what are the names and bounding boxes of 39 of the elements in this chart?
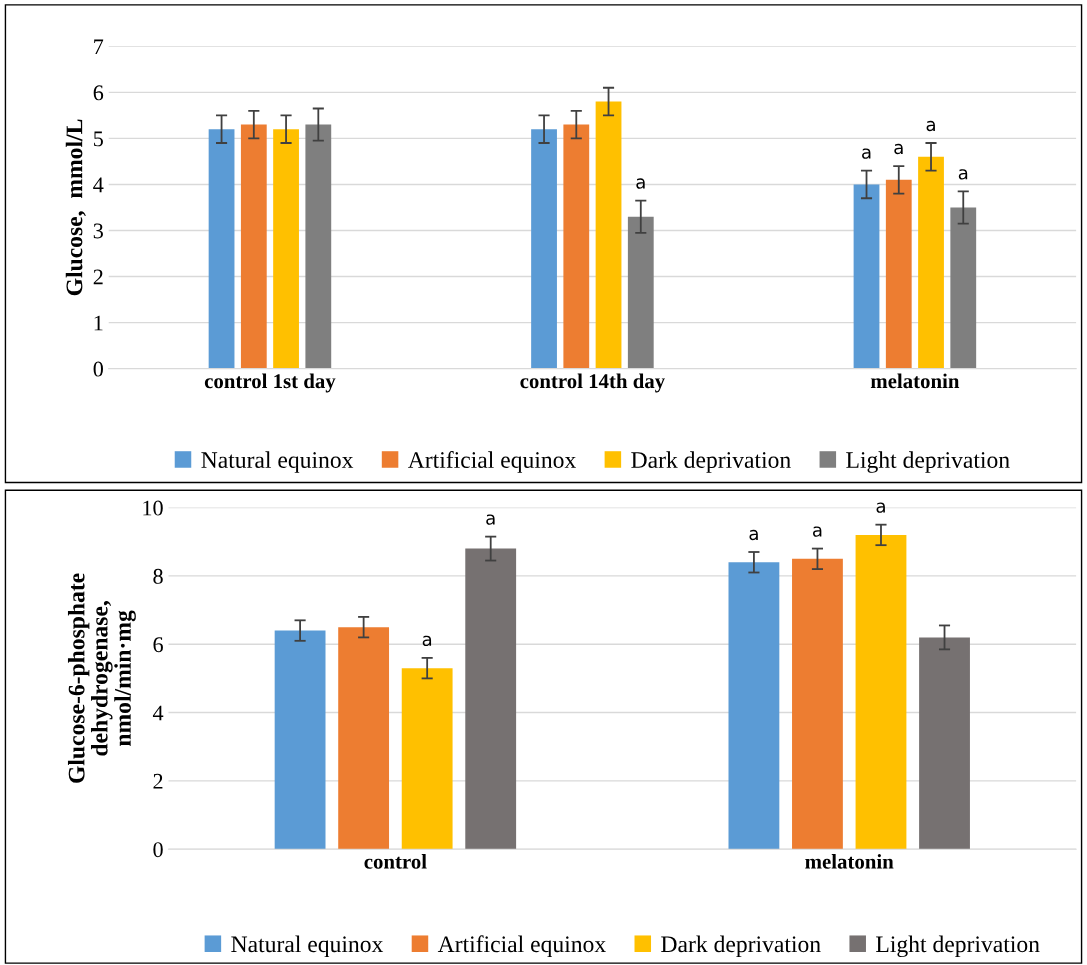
y-tick-label: 7: [94, 39, 104, 55]
data-label: a: [958, 169, 968, 180]
legend-label: Light deprivation: [846, 451, 1010, 473]
y-tick-label: 4: [152, 705, 164, 721]
y-tick-label: 10: [143, 500, 163, 516]
y-axis-title: Glucose-6-phosphate dehydrogenase, nmol/min·mg: [67, 573, 136, 783]
y-tick-label: 0: [93, 361, 103, 377]
x-tick-label: melatonin: [870, 373, 960, 389]
data-label: a: [876, 502, 885, 513]
y-tick-label: 0: [153, 842, 163, 858]
data-label: a: [862, 148, 871, 159]
y-axis-title: Glucose, mmol/L: [65, 119, 86, 296]
legend-label: Dark deprivation: [631, 451, 791, 473]
y-tick-label: 6: [153, 637, 163, 653]
x-tick-label: control: [364, 854, 427, 869]
legend-label: Natural equinox: [231, 935, 384, 958]
data-label: a: [813, 526, 822, 537]
y-tick-label: 2: [153, 773, 163, 789]
y-tick-label: 3: [93, 223, 103, 239]
y-tick-label: 4: [93, 177, 104, 193]
data-label: a: [749, 529, 758, 541]
data-label: a: [486, 514, 495, 525]
data-label: a: [894, 143, 903, 155]
y-tick-label: 8: [153, 568, 163, 584]
y-tick-label: 5: [94, 131, 103, 147]
legend-label: Light deprivation: [876, 935, 1040, 958]
legend-label: Artificial equinox: [437, 935, 606, 958]
x-tick-label: control 14th day: [520, 373, 665, 393]
legend-label: Dark deprivation: [661, 935, 821, 958]
data-label: a: [422, 635, 432, 647]
y-tick-label: 1: [94, 315, 103, 331]
y-tick-label: 6: [93, 85, 104, 101]
data-label: a: [926, 120, 935, 132]
x-tick-label: melatonin: [805, 854, 894, 869]
legend-label: Natural equinox: [201, 451, 354, 473]
x-tick-label: control 1st day: [204, 373, 336, 393]
y-tick-label: 2: [93, 269, 103, 285]
legend-label: Artificial equinox: [408, 451, 576, 473]
data-label: a: [636, 178, 645, 189]
